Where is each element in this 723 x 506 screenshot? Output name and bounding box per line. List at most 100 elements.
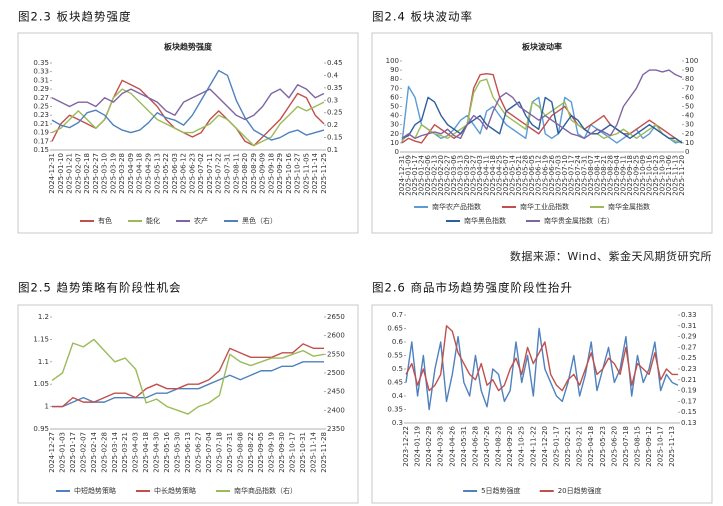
- y-tick-label: 0.19: [33, 129, 49, 137]
- x-tick-label: 2025-11-25: [320, 153, 328, 194]
- x-tick-label: 2024-12-31: [398, 155, 406, 196]
- y2-tick-label: 2350: [327, 425, 345, 433]
- chart-title: 板块波动率: [522, 42, 562, 52]
- x-tick-label: 2025-09-19: [268, 432, 276, 473]
- figure-heading: 图2.5 趋势策略有阶段性机会: [18, 281, 181, 295]
- x-tick-label: 2025-02-07: [79, 432, 87, 473]
- x-tick-label: 2025-09-30: [278, 432, 286, 473]
- y-tick-label: 0.45: [387, 379, 403, 387]
- x-tick-label: 2025-01-10: [57, 153, 65, 194]
- figure-heading: 图2.4 板块波动率: [372, 10, 473, 24]
- x-tick-label: 2025-02-20: [437, 155, 445, 196]
- x-tick-label: 2025-04-18: [136, 153, 144, 194]
- y2-tick-label: 0.15: [327, 134, 343, 142]
- x-tick-label: 2025-01-21: [66, 153, 74, 194]
- y-tick-label: 0.15: [33, 146, 49, 154]
- x-tick-label: 2025-05-07: [502, 155, 510, 196]
- y2-tick-label: 0.27: [681, 343, 697, 351]
- y-tick-label: 0.6: [392, 338, 404, 346]
- x-tick-label: 2025-05-22: [162, 153, 170, 194]
- y-tick-label: 1.15: [33, 335, 49, 343]
- y-tick-label: 80: [390, 75, 399, 83]
- x-tick-label: 2025-03-21: [121, 432, 129, 473]
- x-tick-label: 2025-02-21: [564, 426, 572, 467]
- x-tick-label: 2025-06-03: [171, 153, 179, 194]
- x-tick-label: 2025-03-28: [118, 153, 126, 194]
- y-tick-label: 0.17: [33, 137, 49, 145]
- x-tick-label: 2024-07-26: [483, 425, 491, 466]
- chart-frame: [371, 32, 713, 234]
- x-tick-label: 2025-10-16: [645, 154, 653, 195]
- series-line: [52, 361, 324, 408]
- y2-tick-label: 30: [685, 121, 694, 129]
- x-tick-label: 2025-11-06: [665, 154, 673, 195]
- y2-tick-label: 0.45: [327, 59, 343, 67]
- y-tick-label: 0.33: [33, 68, 49, 76]
- y-tick-label: 0.55: [387, 352, 403, 360]
- x-tick-label: 2025-03-19: [109, 153, 117, 194]
- x-tick-label: 2025-07-02: [197, 153, 205, 194]
- y-tick-label: 0.4: [392, 392, 404, 400]
- y2-tick-label: 0.19: [681, 387, 697, 395]
- y2-tick-label: 0.13: [681, 419, 697, 427]
- x-tick-label: 2025-09-25: [632, 155, 640, 196]
- x-tick-label: 2025-01-09: [405, 155, 413, 196]
- legend-label: 能化: [146, 216, 160, 225]
- x-tick-label: 2025-08-22: [247, 432, 255, 473]
- y-tick-label: 1.1: [38, 358, 49, 366]
- y2-tick-label: 20: [685, 130, 694, 138]
- x-tick-label: 2025-02-18: [83, 153, 91, 194]
- chart-frame: [371, 304, 713, 504]
- x-tick-label: 2025-06-26: [548, 154, 556, 195]
- x-tick-label: 2025-09-05: [257, 432, 265, 473]
- x-tick-label: 2025-04-30: [153, 432, 161, 473]
- y-tick-label: 0.21: [33, 120, 49, 128]
- x-tick-label: 2025-10-17: [657, 426, 665, 467]
- y-tick-label: 0.7: [392, 311, 403, 319]
- x-tick-label: 2025-01-17: [69, 432, 77, 473]
- y-tick-label: 0.95: [33, 425, 49, 433]
- legend-label: 南华工业品指数: [520, 202, 569, 211]
- x-tick-label: 2025-05-28: [522, 155, 530, 196]
- x-tick-label: 2025-08-14: [593, 154, 601, 195]
- x-tick-label: 2025-04-18: [142, 432, 150, 473]
- y-tick-label: 90: [390, 66, 399, 74]
- x-tick-label: 2025-08-29: [250, 153, 258, 194]
- chart-frame: [17, 304, 359, 504]
- x-tick-label: 2025-07-10: [561, 155, 569, 196]
- x-tick-label: 2025-07-04: [205, 431, 213, 472]
- x-tick-label: 2025-07-31: [580, 155, 588, 196]
- series-line: [51, 88, 325, 147]
- x-tick-label: 2025-11-20: [678, 155, 686, 196]
- y2-tick-label: 0.23: [681, 365, 697, 373]
- legend-label: 20日趋势强度: [558, 486, 602, 495]
- series-line: [51, 69, 325, 141]
- x-tick-label: 2024-06-28: [471, 426, 479, 467]
- legend-label: 中短趋势策略: [74, 486, 116, 495]
- x-tick-label: 2025-10-23: [652, 155, 660, 196]
- y2-tick-label: 0.25: [327, 109, 343, 117]
- y-tick-label: 0.25: [33, 103, 49, 111]
- x-tick-label: 2025-02-28: [100, 432, 108, 473]
- y2-tick-label: 0.17: [681, 397, 697, 405]
- y-tick-label: 30: [390, 121, 399, 129]
- x-tick-label: 2025-03-27: [470, 155, 478, 196]
- x-tick-label: 2025-11-28: [320, 432, 328, 473]
- x-tick-label: 2025-07-31: [223, 153, 231, 194]
- x-tick-label: 2025-01-03: [58, 432, 66, 473]
- x-tick-label: 2025-06-12: [180, 153, 188, 194]
- x-tick-label: 2024-01-19: [414, 426, 422, 467]
- x-tick-label: 2025-04-18: [489, 155, 497, 196]
- series-line: [52, 343, 324, 408]
- y-tick-label: 50: [390, 103, 399, 111]
- x-tick-label: 2025-07-22: [215, 153, 223, 194]
- x-tick-label: 2025-11-13: [668, 426, 676, 467]
- y-tick-label: 0.35: [33, 59, 49, 67]
- x-tick-label: 2025-02-27: [444, 155, 452, 196]
- y2-tick-label: 100: [685, 57, 698, 65]
- y-tick-label: 0.29: [33, 85, 49, 93]
- y-tick-label: 20: [390, 130, 399, 138]
- x-tick-label: 2025-03-20: [463, 155, 471, 196]
- y2-tick-label: 90: [685, 66, 694, 74]
